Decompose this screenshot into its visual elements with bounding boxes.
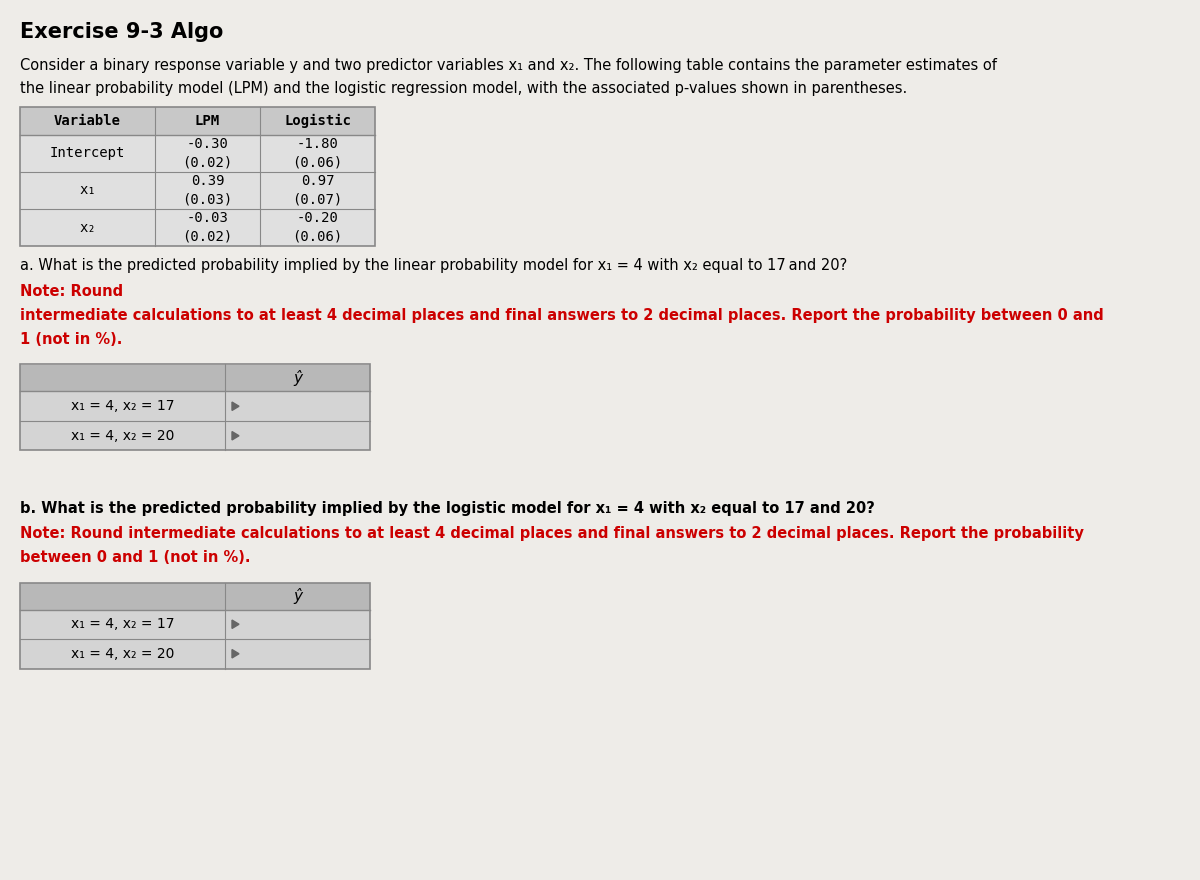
Text: (0.06): (0.06): [293, 230, 343, 244]
Polygon shape: [232, 649, 239, 658]
Text: Intercept: Intercept: [50, 146, 125, 160]
Text: the linear probability model (LPM) and the logistic regression model, with the a: the linear probability model (LPM) and t…: [20, 81, 907, 96]
Text: -0.20: -0.20: [296, 211, 338, 225]
Polygon shape: [232, 402, 239, 410]
Bar: [20, 364, 370, 451]
Text: x₁ = 4, x₂ = 20: x₁ = 4, x₂ = 20: [71, 647, 174, 661]
Text: -0.30: -0.30: [186, 137, 228, 151]
Text: Note: Round: Note: Round: [20, 283, 124, 298]
Bar: [20, 583, 370, 669]
Text: (0.07): (0.07): [293, 193, 343, 207]
Text: LPM: LPM: [194, 114, 220, 128]
Polygon shape: [232, 431, 239, 440]
Text: Exercise 9-3 Algo: Exercise 9-3 Algo: [20, 22, 223, 42]
Text: intermediate calculations to at least 4 decimal places and final answers to 2 de: intermediate calculations to at least 4 …: [20, 308, 1104, 323]
Text: (0.02): (0.02): [182, 230, 233, 244]
Text: Consider a binary response variable y and two predictor variables x₁ and x₂. The: Consider a binary response variable y an…: [20, 58, 997, 73]
Text: -1.80: -1.80: [296, 137, 338, 151]
Bar: [20, 392, 370, 421]
Text: x₁ = 4, x₂ = 17: x₁ = 4, x₂ = 17: [71, 400, 174, 414]
Text: -0.03: -0.03: [186, 211, 228, 225]
Bar: [20, 107, 374, 135]
Text: 0.39: 0.39: [191, 174, 224, 188]
Text: Logistic: Logistic: [284, 114, 352, 128]
Bar: [20, 583, 370, 610]
Bar: [20, 107, 374, 246]
Text: a. What is the predicted probability implied by the linear probability model for: a. What is the predicted probability imp…: [20, 258, 847, 273]
Text: ŷ: ŷ: [293, 370, 302, 386]
Bar: [20, 172, 374, 209]
Bar: [20, 421, 370, 451]
Text: x₁ = 4, x₂ = 17: x₁ = 4, x₂ = 17: [71, 617, 174, 631]
Text: 0.97: 0.97: [301, 174, 335, 188]
Text: b. What is the predicted probability implied by the logistic model for x₁ = 4 wi: b. What is the predicted probability imp…: [20, 501, 875, 516]
Bar: [20, 209, 374, 246]
Text: x₂: x₂: [79, 221, 96, 234]
Text: x₁: x₁: [79, 184, 96, 197]
Text: (0.02): (0.02): [182, 156, 233, 170]
Polygon shape: [232, 620, 239, 628]
Bar: [20, 610, 370, 639]
Text: (0.03): (0.03): [182, 193, 233, 207]
Text: x₁ = 4, x₂ = 20: x₁ = 4, x₂ = 20: [71, 429, 174, 443]
Text: 1 (not in %).: 1 (not in %).: [20, 333, 122, 348]
Bar: [20, 135, 374, 172]
Bar: [20, 639, 370, 669]
Text: Variable: Variable: [54, 114, 121, 128]
Text: ŷ: ŷ: [293, 588, 302, 604]
Text: Note: Round intermediate calculations to at least 4 decimal places and final ans: Note: Round intermediate calculations to…: [20, 526, 1084, 541]
Text: between 0 and 1 (not in %).: between 0 and 1 (not in %).: [20, 551, 251, 566]
Bar: [20, 364, 370, 392]
Text: (0.06): (0.06): [293, 156, 343, 170]
